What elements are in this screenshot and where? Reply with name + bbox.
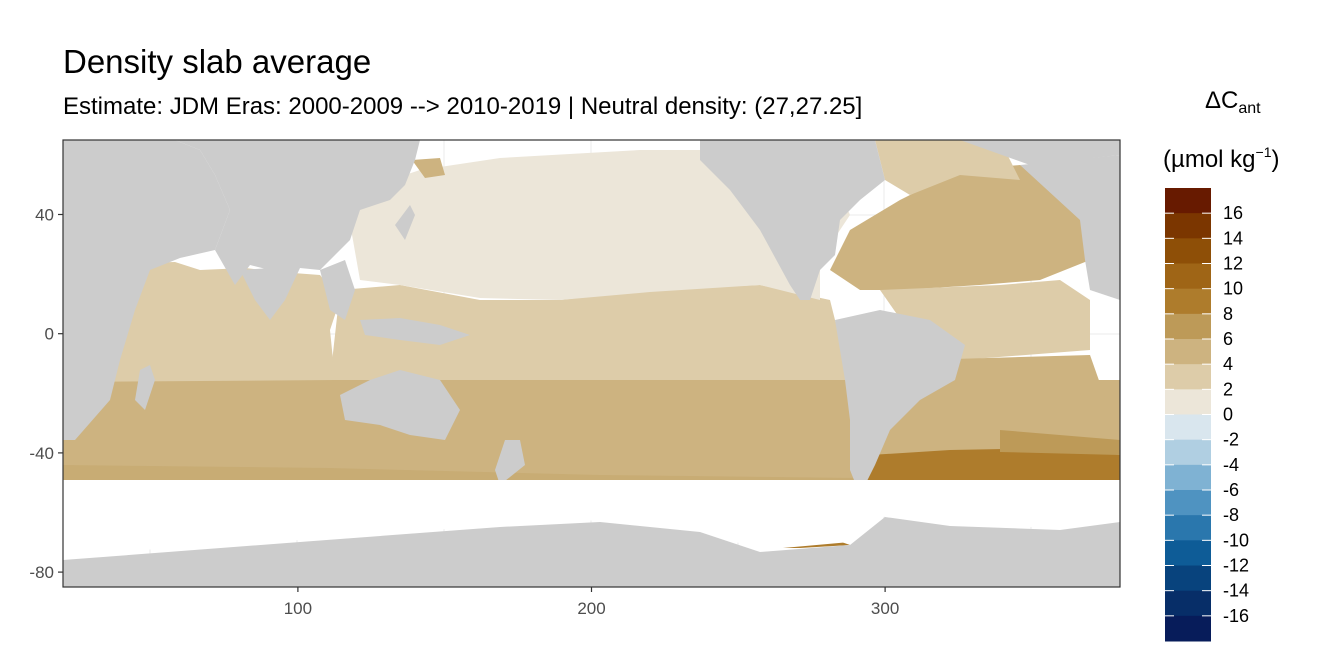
legend-swatch	[1165, 389, 1211, 415]
legend-swatch	[1165, 213, 1211, 239]
legend-swatch	[1165, 565, 1211, 592]
legend-label: 6	[1223, 329, 1233, 349]
southeast-asia	[320, 260, 355, 320]
atlantic-southern-band	[858, 448, 1120, 498]
legend-label: 14	[1223, 228, 1243, 248]
legend-swatch	[1165, 364, 1211, 390]
legend-label: 0	[1223, 405, 1233, 425]
legend-swatch	[1165, 490, 1211, 516]
australia	[340, 370, 460, 440]
subarctic-atlantic	[875, 140, 1020, 195]
chart-subtitle: Estimate: JDM Eras: 2000-2009 --> 2010-2…	[63, 93, 863, 120]
indonesia	[360, 318, 470, 345]
legend-swatch	[1165, 238, 1211, 264]
equatorial-pacific	[330, 285, 850, 380]
y-axis: 40 0 -40 -80	[29, 206, 63, 582]
legend-swatch	[1165, 263, 1211, 290]
legend-swatch	[1165, 615, 1211, 642]
new-zealand	[495, 440, 525, 485]
chart-title: Density slab average	[63, 43, 372, 80]
legend-swatch	[1165, 540, 1211, 566]
legend-label: 10	[1223, 279, 1243, 299]
north-pacific	[345, 150, 850, 300]
legend-label: 8	[1223, 304, 1233, 324]
atlantic-band-transition	[1000, 430, 1120, 455]
legend-label: -14	[1223, 581, 1249, 601]
greenland	[960, 140, 1120, 165]
y-tick-label: -80	[29, 563, 54, 582]
europe-west	[1020, 155, 1120, 300]
legend-label: -12	[1223, 556, 1249, 576]
north-america	[700, 140, 885, 300]
legend-swatch	[1165, 464, 1211, 491]
legend-label: -6	[1223, 480, 1239, 500]
legend-label: 16	[1223, 203, 1243, 223]
legend-swatch	[1165, 188, 1211, 214]
legend-label: -16	[1223, 606, 1249, 626]
eurasia	[175, 140, 420, 300]
africa	[63, 140, 230, 440]
legend-swatch	[1165, 439, 1211, 466]
okhotsk-patch	[412, 158, 445, 178]
legend-swatch	[1165, 515, 1211, 541]
legend-colorbar	[1165, 188, 1211, 642]
y-tick-label: 0	[45, 325, 54, 344]
x-tick-label: 100	[284, 599, 312, 618]
land	[63, 140, 1120, 587]
south-america	[835, 310, 965, 495]
legend-swatch	[1165, 590, 1211, 617]
legend-swatch	[1165, 339, 1211, 365]
legend-labels: 16 14 12 10 8 6 4 2 0 -2 -4 -6 -8 -10 -12 -14 -16	[1165, 203, 1249, 626]
legend-label: 2	[1223, 379, 1233, 399]
legend-label: -2	[1223, 430, 1239, 450]
legend-title: ΔCant	[1205, 87, 1261, 117]
no-data-band	[63, 480, 1120, 505]
madagascar	[135, 365, 155, 410]
legend-label: -8	[1223, 505, 1239, 525]
legend-label: -10	[1223, 530, 1249, 550]
legend-label: 12	[1223, 254, 1243, 274]
x-tick-label: 300	[871, 599, 899, 618]
legend-swatch	[1165, 414, 1211, 441]
y-tick-label: -40	[29, 444, 54, 463]
legend-unit: (µmol kg−1)	[1163, 144, 1280, 173]
japan	[395, 205, 415, 240]
legend-label: 4	[1223, 354, 1233, 374]
legend-swatch	[1165, 313, 1211, 340]
no-data-antarctic	[63, 505, 1120, 555]
x-tick-label: 200	[577, 599, 605, 618]
map-panel	[63, 140, 1120, 587]
y-tick-label: 40	[35, 206, 54, 225]
x-axis: 100 200 300	[284, 587, 899, 618]
antarctica	[63, 517, 1120, 587]
india	[240, 268, 285, 320]
north-atlantic	[830, 165, 1090, 290]
legend-swatch	[1165, 288, 1211, 315]
legend-label: -4	[1223, 455, 1239, 475]
